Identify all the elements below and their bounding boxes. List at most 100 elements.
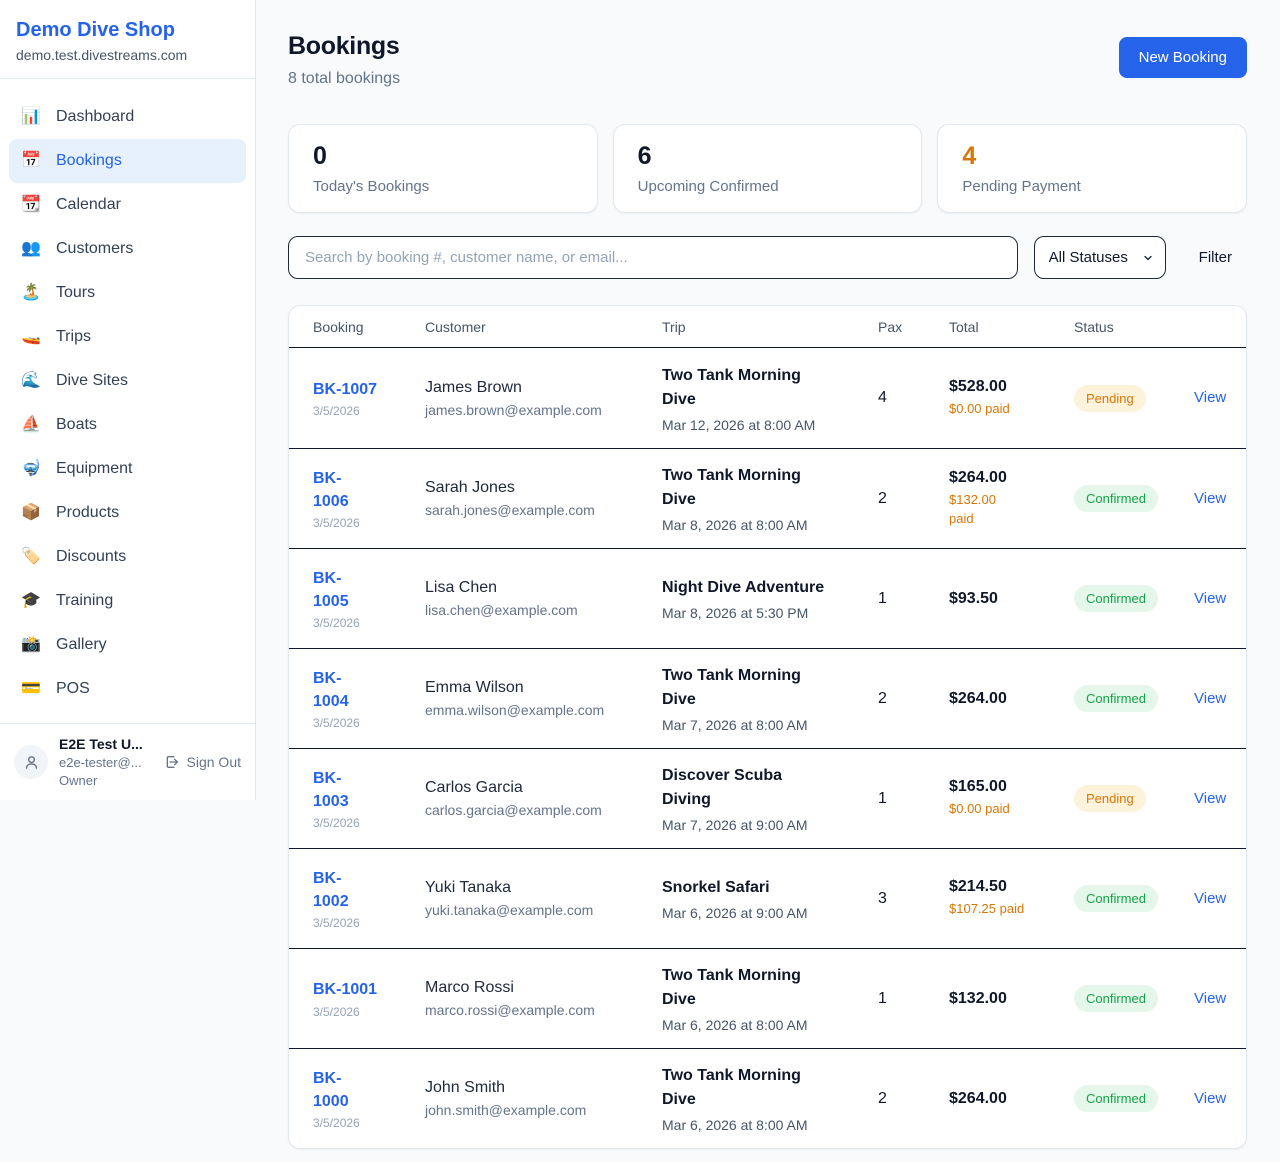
sidebar-item-training[interactable]: 🎓 Training (9, 579, 246, 623)
sidebar-item-dashboard[interactable]: 📊 Dashboard (9, 95, 246, 139)
booking-date: 3/5/2026 (313, 1116, 360, 1131)
status-select-wrap: All Statuses (1033, 236, 1166, 279)
pax-count: 2 (878, 1089, 887, 1107)
customer-email: sarah.jones@example.com (425, 502, 595, 518)
trip-cell: Snorkel Safari Mar 6, 2026 at 9:00 AM (662, 876, 878, 921)
trip-datetime: Mar 6, 2026 at 8:00 AM (662, 1117, 808, 1133)
sidebar-item-label: POS (56, 680, 90, 697)
booking-id-link[interactable]: BK-1003 (313, 769, 349, 810)
booking-cell: BK-1000 3/5/2026 (313, 1067, 425, 1130)
customer-cell: Sarah Jones sarah.jones@example.com (425, 479, 662, 518)
sidebar-item-bookings[interactable]: 📅 Bookings (9, 139, 246, 183)
total-amount: $264.00 (949, 689, 1007, 707)
stat-card-pending-payment: 4 Pending Payment (937, 124, 1248, 213)
sidebar-item-customers[interactable]: 👥 Customers (9, 227, 246, 271)
view-link[interactable]: View (1194, 989, 1227, 1007)
sidebar-item-tours[interactable]: 🏝️ Tours (9, 271, 246, 315)
customer-cell: John Smith john.smith@example.com (425, 1079, 662, 1118)
sidebar: Demo Dive Shop demo.test.divestreams.com… (0, 0, 256, 800)
view-link[interactable]: View (1194, 889, 1227, 907)
total-cell: $93.50 (949, 590, 1074, 608)
trip-name: Night Dive Adventure (662, 579, 825, 596)
view-link[interactable]: View (1194, 389, 1227, 406)
booking-cell: BK-1007 3/5/2026 (313, 378, 425, 418)
sidebar-item-boats[interactable]: ⛵ Boats (9, 403, 246, 447)
sidebar-item-calendar[interactable]: 📆 Calendar (9, 183, 246, 227)
sidebar-item-products[interactable]: 📦 Products (9, 491, 246, 535)
view-link[interactable]: View (1194, 1089, 1227, 1107)
credit-card-icon: 💳 (21, 680, 41, 697)
customer-email: marco.rossi@example.com (425, 1002, 595, 1018)
actions-cell: View (1194, 690, 1226, 708)
total-cell: $264.00 $132.00 paid (949, 469, 1074, 527)
trip-datetime: Mar 6, 2026 at 8:00 AM (662, 1017, 808, 1033)
view-link[interactable]: View (1194, 689, 1227, 707)
booking-id-link[interactable]: BK-1000 (313, 1069, 349, 1110)
actions-cell: View (1194, 590, 1226, 608)
user-info: E2E Test U... e2e-tester@... Owner (59, 736, 153, 788)
status-select[interactable]: All Statuses (1033, 236, 1166, 279)
booking-id-link[interactable]: BK-1005 (313, 569, 349, 610)
booking-id-link[interactable]: BK-1007 (313, 380, 378, 398)
sidebar-item-gallery[interactable]: 📸 Gallery (9, 623, 246, 667)
customer-cell: Yuki Tanaka yuki.tanaka@example.com (425, 879, 662, 918)
diving-mask-icon: 🤿 (21, 460, 41, 477)
booking-id-link[interactable]: BK-1004 (313, 669, 349, 710)
paid-amount: $0.00 paid (949, 801, 1010, 817)
trip-name: Snorkel Safari (662, 879, 770, 896)
customer-name: Carlos Garcia (425, 779, 523, 796)
brand-name: Demo Dive Shop (16, 19, 175, 41)
sidebar-item-trips[interactable]: 🚤 Trips (9, 315, 246, 359)
booking-id-link[interactable]: BK-1001 (313, 981, 378, 999)
sidebar-item-label: Boats (56, 416, 97, 433)
trip-datetime: Mar 8, 2026 at 8:00 AM (662, 517, 808, 533)
status-badge: Pending (1074, 785, 1146, 812)
label-icon: 🏷️ (21, 548, 41, 565)
view-link[interactable]: View (1194, 489, 1227, 507)
pax-count: 2 (878, 689, 887, 707)
status-cell: Pending (1074, 785, 1194, 812)
sidebar-item-label: Products (56, 504, 120, 521)
trip-cell: Two Tank Morning Dive Mar 6, 2026 at 8:0… (662, 964, 878, 1033)
booking-id-link[interactable]: BK-1006 (313, 469, 349, 510)
status-badge: Confirmed (1074, 985, 1158, 1012)
sidebar-item-discounts[interactable]: 🏷️ Discounts (9, 535, 246, 579)
sidebar-item-label: Discounts (56, 548, 127, 565)
log-out-icon (166, 756, 178, 768)
table-row: BK-1004 3/5/2026 Emma Wilson emma.wilson… (289, 648, 1246, 748)
island-icon: 🏝️ (21, 284, 41, 301)
search-input[interactable] (288, 236, 1018, 279)
view-link[interactable]: View (1194, 589, 1227, 607)
total-cell: $264.00 (949, 690, 1074, 708)
sidebar-item-dive-sites[interactable]: 🌊 Dive Sites (9, 359, 246, 403)
sign-out-button[interactable]: Sign Out (164, 754, 241, 770)
sidebar-item-label: Customers (56, 240, 134, 257)
booking-date: 3/5/2026 (313, 816, 360, 831)
sidebar-item-equipment[interactable]: 🤿 Equipment (9, 447, 246, 491)
booking-id-link[interactable]: BK-1002 (313, 869, 349, 910)
trip-name: Two Tank Morning Dive (662, 366, 801, 408)
view-link[interactable]: View (1194, 789, 1227, 807)
customer-cell: Emma Wilson emma.wilson@example.com (425, 679, 662, 718)
stat-card-upcoming-confirmed: 6 Upcoming Confirmed (612, 124, 923, 213)
trip-datetime: Mar 7, 2026 at 9:00 AM (662, 817, 808, 833)
customer-cell: Lisa Chen lisa.chen@example.com (425, 579, 662, 618)
filter-button[interactable]: Filter (1198, 249, 1232, 266)
sidebar-item-pos[interactable]: 💳 POS (9, 667, 246, 711)
pax-count: 3 (878, 889, 887, 907)
total-cell: $132.00 (949, 990, 1074, 1008)
total-amount: $93.50 (949, 589, 998, 607)
package-icon: 📦 (21, 504, 41, 521)
page-subtitle: 8 total bookings (288, 70, 401, 87)
new-booking-button[interactable]: New Booking (1118, 37, 1247, 78)
total-amount: $132.00 (949, 989, 1007, 1007)
stat-label: Pending Payment (962, 178, 1081, 195)
table-row: BK-1001 3/5/2026 Marco Rossi marco.rossi… (289, 948, 1246, 1048)
total-amount: $165.00 (949, 778, 1007, 796)
booking-cell: BK-1001 3/5/2026 (313, 978, 425, 1018)
main-content: Bookings 8 total bookings New Booking 0 … (288, 0, 1248, 1149)
actions-cell: View (1194, 1090, 1226, 1108)
total-amount: $264.00 (949, 469, 1007, 487)
customer-name: John Smith (425, 1079, 506, 1096)
